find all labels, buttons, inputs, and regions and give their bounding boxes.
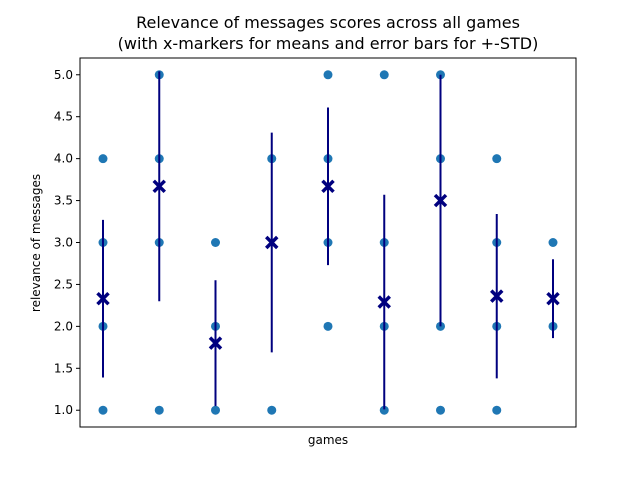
- score-point: [379, 405, 389, 415]
- score-point: [492, 154, 502, 164]
- y-tick-label: 3.0: [54, 236, 73, 250]
- chart-subtitle: (with x-markers for means and error bars…: [118, 34, 539, 53]
- score-point: [548, 238, 558, 247]
- y-tick-label: 2.5: [54, 277, 73, 291]
- y-tick-label: 1.5: [54, 361, 73, 375]
- score-point: [492, 405, 502, 415]
- score-point: [436, 405, 445, 415]
- y-tick-label: 1.0: [54, 403, 73, 417]
- x-axis-label: games: [308, 433, 348, 447]
- mean-marker: [208, 336, 223, 350]
- mean-marker: [265, 235, 279, 250]
- chart-title: Relevance of messages scores across all …: [136, 13, 520, 32]
- score-point: [323, 321, 333, 331]
- y-tick-label: 4.0: [54, 152, 73, 166]
- mean-marker: [546, 291, 560, 306]
- score-point: [379, 70, 389, 80]
- score-point: [211, 238, 220, 247]
- score-point: [98, 405, 108, 415]
- score-point: [267, 405, 277, 415]
- y-axis-ticks: 1.0 1.5 2.0 2.5 3.0 3.5 4.0 4.5 5.0: [54, 68, 80, 417]
- mean-marker: [152, 179, 166, 194]
- mean-marker: [490, 289, 504, 303]
- plot-marks: [96, 70, 560, 415]
- mean-marker: [96, 291, 110, 306]
- y-tick-label: 5.0: [54, 68, 73, 82]
- score-point: [323, 70, 333, 80]
- score-point: [98, 154, 108, 164]
- score-point: [211, 405, 220, 415]
- y-axis-label: relevance of messages: [29, 174, 43, 312]
- y-tick-label: 3.5: [54, 194, 73, 208]
- mean-marker: [377, 295, 391, 309]
- plot-frame: [79, 57, 577, 428]
- mean-marker: [321, 179, 335, 194]
- y-tick-label: 2.0: [54, 319, 73, 333]
- y-tick-label: 4.5: [54, 110, 73, 124]
- score-point: [154, 405, 164, 415]
- mean-marker: [433, 193, 448, 208]
